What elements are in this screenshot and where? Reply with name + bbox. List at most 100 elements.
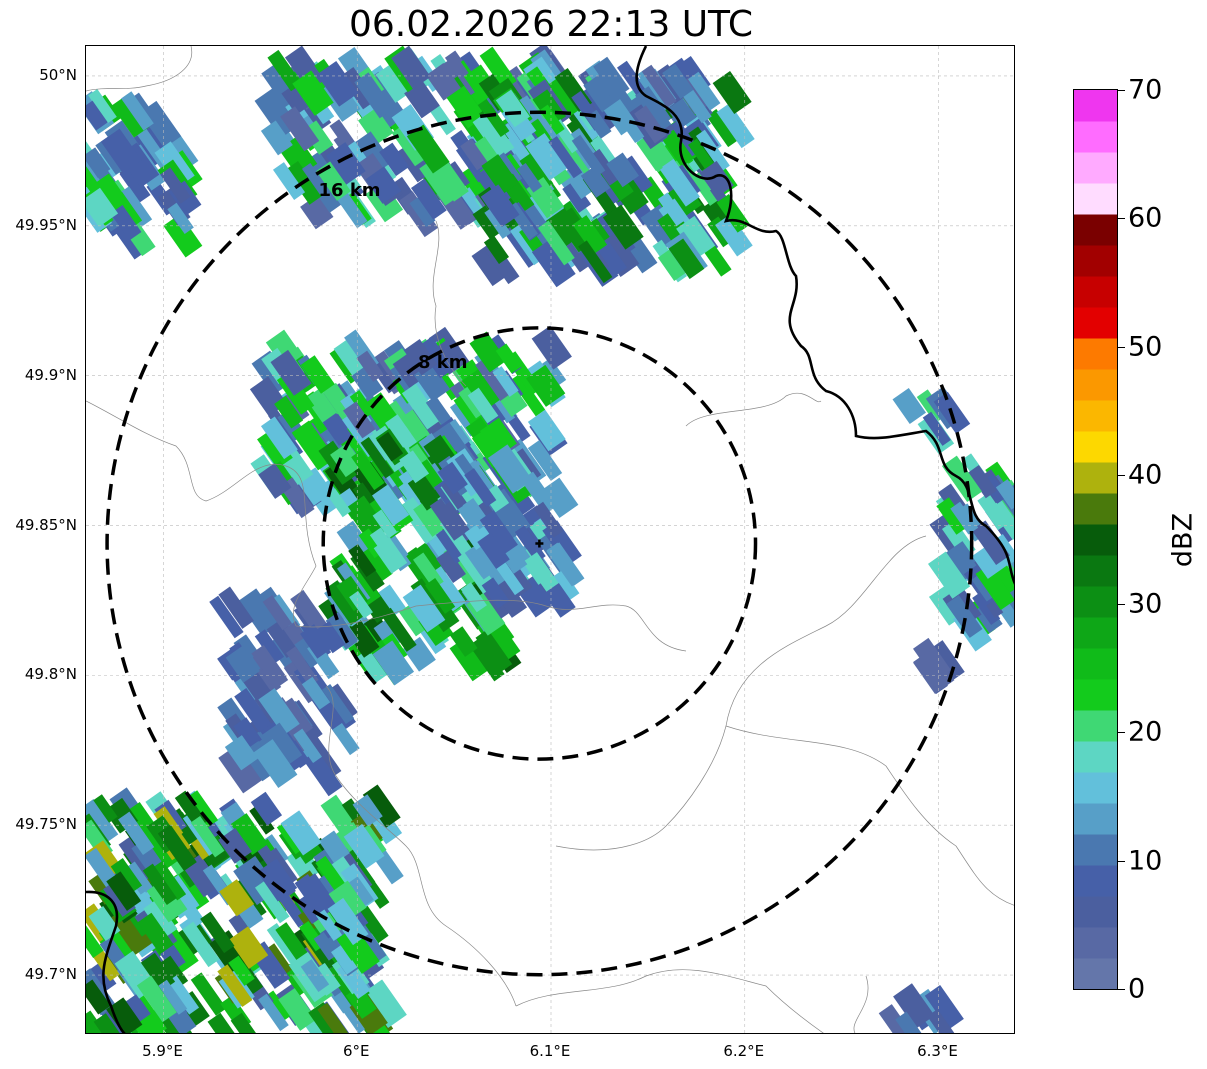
lon-tick-label: 6.2°E [723, 1042, 765, 1060]
echo-cell [280, 106, 320, 152]
echo-cell [260, 120, 293, 156]
echo-cell [712, 70, 752, 115]
echo-cell [163, 213, 203, 258]
echo-cell [375, 63, 412, 103]
echo-cell [695, 129, 730, 172]
echo-cell [688, 71, 721, 111]
lat-tick-label: 49.75°N [15, 815, 77, 834]
range-ring-label: 8 km [417, 351, 468, 373]
echo-cell [471, 243, 511, 287]
echo-cell [159, 955, 189, 989]
echo-cell [293, 728, 322, 764]
echo-cell [326, 488, 352, 518]
colorbar-segment [1074, 927, 1117, 959]
echo-cell [510, 373, 546, 417]
echo-cell [895, 1011, 922, 1033]
radar-map[interactable]: 8 km 16 km [85, 45, 1015, 1034]
echo-cell [219, 879, 255, 917]
echo-cell [86, 961, 117, 996]
echo-cell [86, 979, 111, 1015]
echo-cell [275, 922, 310, 963]
echo-cell [325, 580, 364, 626]
echo-cell [225, 645, 260, 683]
echo-cell [409, 196, 436, 228]
echo-cell [922, 411, 951, 446]
echo-cell [975, 563, 1014, 611]
echo-cell [218, 827, 252, 864]
echo-cell [967, 465, 997, 499]
echo-cell [435, 527, 468, 564]
echo-cell [280, 810, 322, 856]
echo-cell [400, 408, 433, 445]
echo-cell [207, 1012, 239, 1033]
lon-tick-label: 6.3°E [917, 1042, 958, 1060]
echo-cell [401, 383, 442, 430]
echo-cell [262, 595, 293, 631]
colorbar-segment [1074, 586, 1117, 618]
echo-cell [927, 1009, 964, 1033]
echo-cell [218, 586, 254, 629]
echo-cell [270, 349, 312, 396]
echo-cell [349, 590, 373, 619]
echo-cell [348, 544, 377, 577]
echo-cell [86, 100, 108, 131]
colorbar-tick-label: 60 [1128, 202, 1163, 234]
echo-cell [497, 123, 534, 168]
echo-cell [343, 823, 385, 869]
echo-cell [172, 889, 205, 929]
colorbar-segment [1074, 555, 1117, 587]
range-ring-8km [321, 326, 758, 761]
echo-cell [548, 77, 582, 116]
range-ring-label: 16 km [318, 179, 381, 201]
echo-cell [249, 804, 275, 835]
echo-cell [167, 202, 194, 234]
echo-cell [89, 173, 129, 215]
colorbar-segment [1074, 431, 1117, 463]
echo-cell [106, 997, 143, 1033]
echo-cell [136, 975, 177, 1023]
echo-cell [479, 510, 518, 555]
colorbar [1073, 89, 1118, 990]
echo-cell [257, 858, 298, 902]
colorbar-segment [1074, 896, 1117, 928]
echo-cell [571, 134, 606, 177]
colorbar-segment [1074, 772, 1117, 804]
echo-cell [417, 336, 455, 379]
echo-cell [540, 477, 579, 518]
colorbar-segment [1074, 338, 1117, 370]
echo-cell [272, 162, 306, 200]
echo-cell [332, 722, 360, 756]
echo-cell [110, 858, 143, 895]
echo-cell [589, 135, 618, 169]
colorbar-segment [1074, 121, 1117, 153]
echo-cell [173, 868, 210, 911]
colorbar-segment [1074, 462, 1117, 494]
echo-cell [404, 80, 440, 119]
colorbar-segment [1074, 90, 1117, 122]
echo-cell [446, 85, 486, 129]
echo-cell [715, 213, 753, 257]
echo-cell [322, 413, 353, 446]
map-canvas [86, 46, 1014, 1033]
echo-cell [267, 49, 303, 92]
colorbar-tick [1118, 218, 1125, 220]
colorbar-segment [1074, 152, 1117, 184]
echo-cell [413, 496, 451, 537]
echo-cell [278, 988, 317, 1031]
echo-cell [345, 985, 377, 1019]
echo-cell [86, 147, 111, 179]
echo-cell [524, 552, 563, 598]
echo-cell [358, 107, 394, 146]
echo-cell [118, 811, 155, 856]
echo-cell [281, 83, 311, 115]
echo-cell [481, 577, 510, 609]
echo-cell [158, 979, 188, 1015]
colorbar-tick [1118, 989, 1125, 990]
colorbar-segment [1074, 400, 1117, 432]
colorbar-segment [1074, 276, 1117, 308]
echo-cell [190, 815, 225, 858]
echo-cell [403, 339, 438, 376]
echo-cell [562, 180, 592, 213]
echo-cell [668, 238, 705, 279]
colorbar-tick [1118, 732, 1125, 734]
